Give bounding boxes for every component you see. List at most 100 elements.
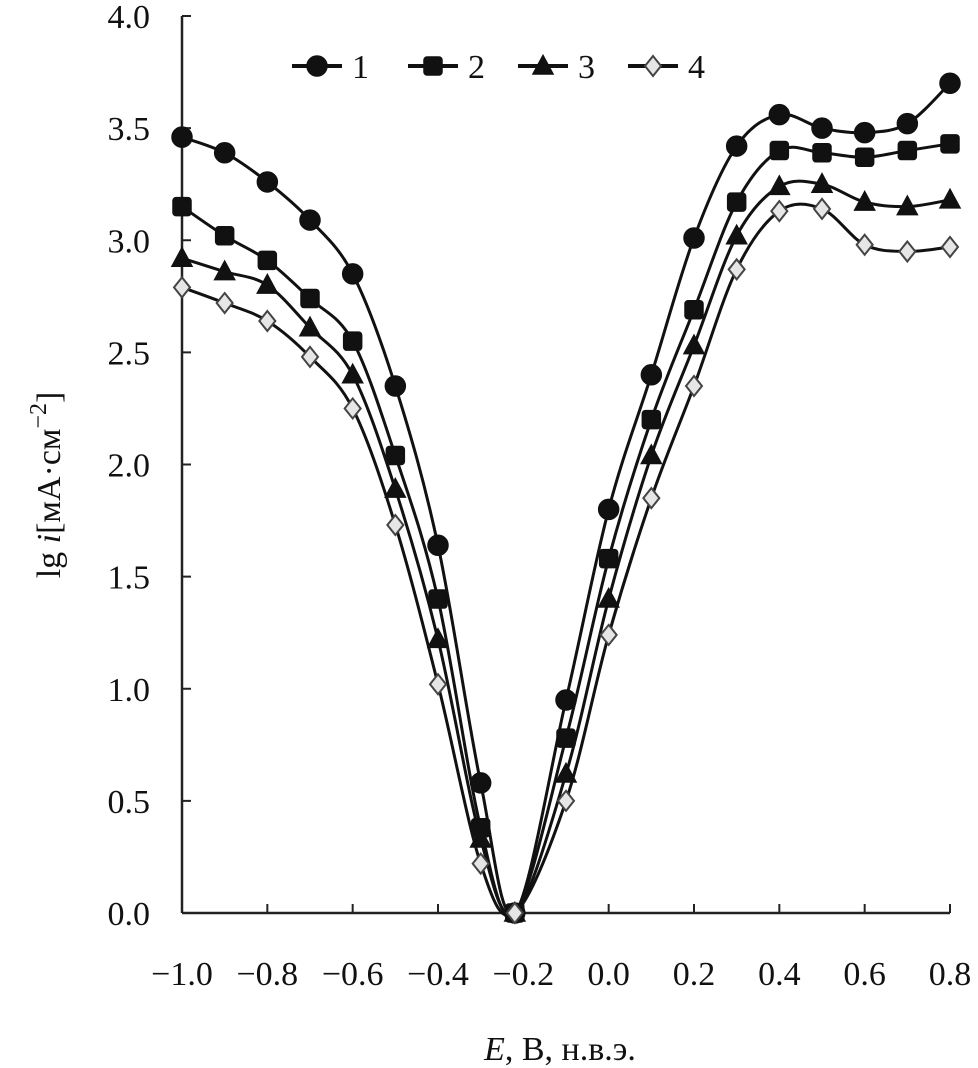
data-point-1 <box>768 103 791 126</box>
x-tick-label: −0.2 <box>492 956 554 993</box>
data-point-4 <box>898 239 917 264</box>
data-point-2 <box>214 226 235 246</box>
data-point-3 <box>597 586 620 608</box>
y-tick-label: 2.5 <box>108 335 151 372</box>
x-tick-label: −1.0 <box>151 956 213 993</box>
data-point-4 <box>599 623 618 647</box>
data-point-3 <box>768 174 791 196</box>
data-point-1 <box>427 534 449 556</box>
data-point-3 <box>213 259 236 281</box>
data-point-3 <box>554 761 578 783</box>
data-point-2 <box>172 196 192 217</box>
data-point-4 <box>258 309 277 333</box>
data-point-3 <box>298 315 322 337</box>
data-point-4 <box>940 235 960 259</box>
data-point-1 <box>256 171 279 193</box>
data-point-2 <box>940 134 960 154</box>
data-point-4 <box>428 672 448 696</box>
data-point-2 <box>598 548 619 569</box>
data-point-1 <box>213 142 236 164</box>
legend-marker <box>531 53 555 75</box>
data-point-3 <box>853 190 876 211</box>
legend-label: 3 <box>578 49 595 86</box>
data-point-1 <box>341 263 364 285</box>
data-point-2 <box>641 409 662 430</box>
x-tick-label: 0.4 <box>758 956 801 993</box>
data-point-4 <box>471 852 490 876</box>
data-point-2 <box>769 140 790 161</box>
y-tick-label: 3.0 <box>108 223 151 260</box>
data-point-1 <box>725 135 748 157</box>
data-point-3 <box>938 187 962 209</box>
data-point-2 <box>854 147 875 168</box>
data-point-4 <box>343 396 362 421</box>
data-point-3 <box>896 194 919 216</box>
y-tick-label: 4.0 <box>108 0 151 36</box>
data-point-3 <box>682 333 706 355</box>
x-tick-label: 0.2 <box>673 956 716 993</box>
data-point-3 <box>341 362 364 384</box>
x-tick-label: −0.6 <box>322 956 384 993</box>
x-axis-title: E, В, н.в.э. <box>483 1031 636 1068</box>
data-point-2 <box>726 192 747 212</box>
data-point-1 <box>384 375 407 397</box>
series-4 <box>172 197 960 925</box>
series-group <box>170 72 962 925</box>
y-tick-label: 2.0 <box>108 448 151 485</box>
legend: 1 2 3 4 <box>292 49 705 86</box>
data-point-2 <box>684 300 704 320</box>
data-point-4 <box>727 257 746 282</box>
data-point-4 <box>855 233 874 257</box>
data-point-1 <box>597 498 620 521</box>
data-point-4 <box>770 199 789 223</box>
data-point-1 <box>896 112 919 135</box>
y-tick-label: 0.5 <box>108 784 151 821</box>
series-line-3 <box>181 179 951 917</box>
legend-entry-1: 1 <box>292 49 369 86</box>
y-tick-label: 3.5 <box>108 111 151 148</box>
data-point-1 <box>640 364 663 386</box>
data-point-4 <box>642 486 661 510</box>
data-point-1 <box>811 117 833 139</box>
legend-label: 4 <box>688 49 705 86</box>
data-point-2 <box>257 250 278 271</box>
data-point-4 <box>386 513 405 537</box>
legend-label: 1 <box>352 49 369 86</box>
data-point-1 <box>171 126 193 148</box>
data-point-4 <box>684 374 704 398</box>
data-point-3 <box>810 172 834 193</box>
data-point-1 <box>683 227 705 249</box>
y-tick-label: 1.5 <box>108 560 151 597</box>
data-point-2 <box>342 331 363 351</box>
data-point-1 <box>299 209 321 231</box>
ticks: 0.0 0.5 1.0 1.5 2.0 2.5 3.0 3.5 4.0 −1.0 −0.8 −0.6 −… <box>108 0 972 993</box>
y-axis-title: lg i[мА·см−2] <box>26 392 68 579</box>
x-tick-label: 0.8 <box>929 956 972 993</box>
legend-entry-2: 2 <box>408 49 485 86</box>
x-tick-label: −0.8 <box>236 956 298 993</box>
legend-marker <box>306 55 328 77</box>
data-point-4 <box>812 197 832 221</box>
legend-label: 2 <box>468 49 485 86</box>
legend-marker <box>423 56 443 76</box>
data-point-2 <box>428 589 448 609</box>
data-point-2 <box>300 288 320 309</box>
data-point-4 <box>505 901 525 925</box>
data-point-3 <box>640 443 663 465</box>
legend-marker <box>643 54 663 78</box>
data-point-4 <box>556 789 576 813</box>
data-point-1 <box>853 121 876 144</box>
y-tick-label: 1.0 <box>108 672 151 709</box>
x-tick-label: 0.0 <box>587 956 630 993</box>
data-point-1 <box>939 72 961 95</box>
data-point-3 <box>725 223 748 245</box>
data-point-4 <box>172 275 192 299</box>
data-point-2 <box>897 140 918 161</box>
data-point-3 <box>170 246 194 267</box>
x-tick-label: 0.6 <box>843 956 886 993</box>
data-point-2 <box>812 143 832 163</box>
y-tick-label: 0.0 <box>108 896 151 933</box>
data-point-4 <box>215 291 234 315</box>
data-point-4 <box>300 345 320 369</box>
